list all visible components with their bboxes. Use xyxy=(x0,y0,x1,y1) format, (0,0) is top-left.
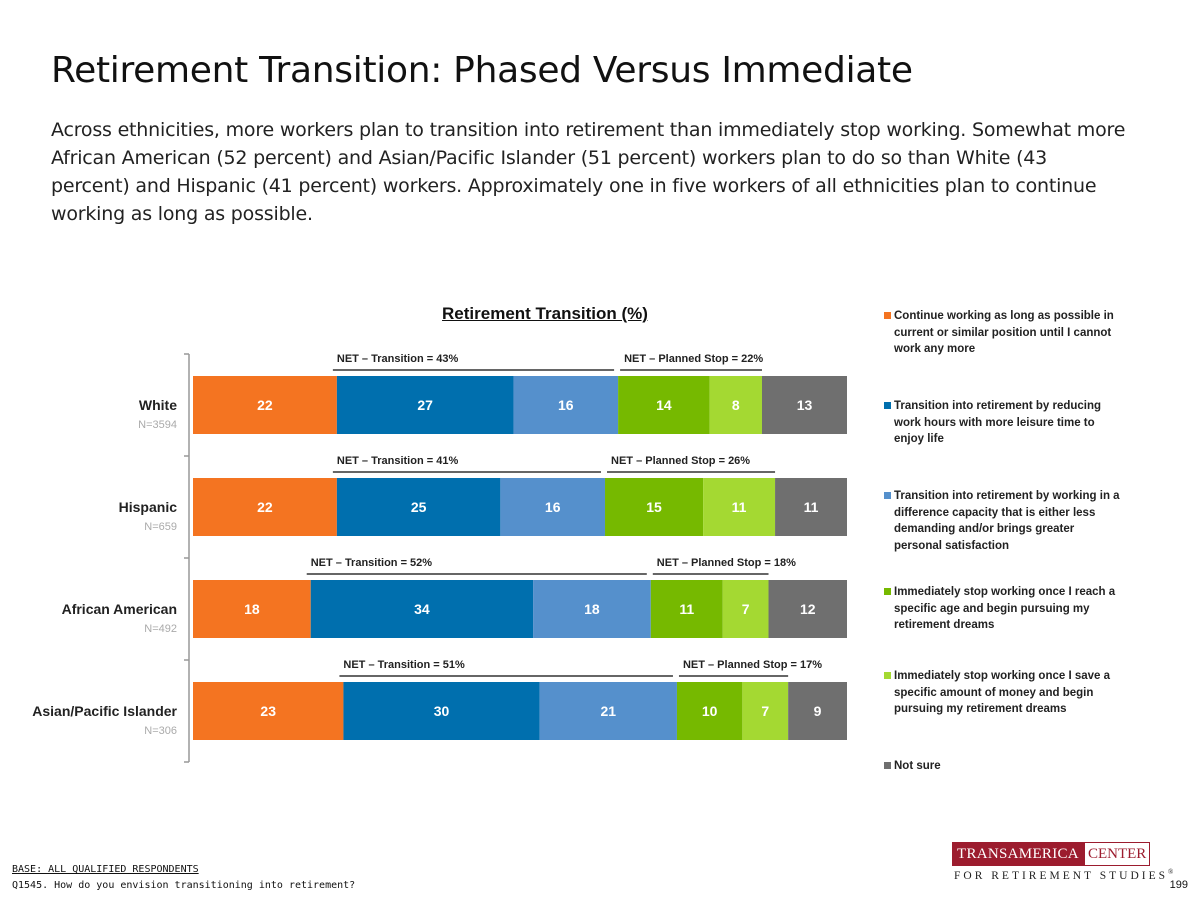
bar-segment xyxy=(761,376,847,434)
data-label: 7 xyxy=(761,703,769,719)
legend-item-1: Continue working as long as possible in … xyxy=(884,308,1124,358)
legend-swatch xyxy=(884,312,891,319)
legend-item-5: Immediately stop working once I save a s… xyxy=(884,668,1124,718)
bar-group-asian-pacific-islander: Asian/Pacific Islander N=306 23 30 21 10 7 9 NET… xyxy=(32,659,847,740)
bar-segment xyxy=(676,682,743,740)
net-planned-stop-label: NET – Planned Stop = 17% xyxy=(683,659,822,671)
data-label: 18 xyxy=(584,601,600,617)
bar-segment xyxy=(722,580,769,638)
bar-segment xyxy=(768,580,847,638)
bar-segment xyxy=(513,376,619,434)
sample-size-label: N=659 xyxy=(144,521,177,533)
data-label: 22 xyxy=(257,397,273,413)
data-label: 25 xyxy=(411,499,427,515)
bar-group-african-american: African American N=492 18 34 18 11 7 12 NET – Tr… xyxy=(62,557,847,638)
bar-segment xyxy=(703,478,776,536)
data-label: 11 xyxy=(679,601,694,617)
bar-segment xyxy=(193,682,344,740)
data-label: 10 xyxy=(702,703,718,719)
category-label: Hispanic xyxy=(119,499,178,515)
bar-segment xyxy=(336,478,501,536)
net-transition-label: NET – Transition = 41% xyxy=(337,455,459,467)
net-transition-label: NET – Transition = 52% xyxy=(311,557,433,569)
bar-segment xyxy=(336,376,514,434)
legend-label: Transition into retirement by working in… xyxy=(894,490,1120,552)
net-transition-label: NET – Transition = 43% xyxy=(337,353,459,365)
sample-size-label: N=306 xyxy=(144,725,177,737)
category-label: White xyxy=(139,397,177,413)
stacked-bar-chart: White N=3594 22 27 16 14 8 13 NET – Transition =… xyxy=(32,353,847,763)
data-label: 12 xyxy=(800,601,816,617)
legend-item-3: Transition into retirement by working in… xyxy=(884,488,1124,554)
bar-segment xyxy=(193,478,337,536)
bar-segment xyxy=(193,376,337,434)
net-planned-stop-label: NET – Planned Stop = 22% xyxy=(624,353,763,365)
data-label: 18 xyxy=(244,601,260,617)
logo-bottom-text: FOR RETIREMENT STUDIES® xyxy=(952,868,1173,882)
page-subtitle: Across ethnicities, more workers plan to… xyxy=(51,119,1126,225)
page-number: 199 xyxy=(1169,879,1188,891)
category-label: Asian/Pacific Islander xyxy=(32,703,177,719)
data-label: 9 xyxy=(814,703,822,719)
bar-segment xyxy=(709,376,762,434)
bar-segment xyxy=(500,478,606,536)
logo-registered-mark: ® xyxy=(1168,868,1174,876)
sample-size-label: N=492 xyxy=(144,623,177,635)
legend-swatch xyxy=(884,588,891,595)
bar-segment xyxy=(533,580,651,638)
legend-item-4: Immediately stop working once I reach a … xyxy=(884,584,1124,634)
bar-segment xyxy=(650,580,723,638)
data-label: 23 xyxy=(260,703,276,719)
tcrs-logo: TRANSAMERICA CENTER FOR RETIREMENT STUDI… xyxy=(952,842,1173,882)
legend-label: Not sure xyxy=(894,760,941,772)
legend-swatch xyxy=(884,402,891,409)
bar-segment xyxy=(193,580,311,638)
bar-segment xyxy=(310,580,534,638)
data-label: 11 xyxy=(804,499,819,515)
base-note: BASE: ALL QUALIFIED RESPONDENTS xyxy=(12,864,199,875)
bar-segment xyxy=(775,478,847,536)
data-label: 14 xyxy=(656,397,672,413)
net-planned-stop-label: NET – Planned Stop = 26% xyxy=(611,455,750,467)
legend-label: Continue working as long as possible in … xyxy=(894,310,1114,355)
bar-segment xyxy=(742,682,789,740)
net-transition-label: NET – Transition = 51% xyxy=(343,659,465,671)
legend-label: Immediately stop working once I reach a … xyxy=(894,586,1116,631)
data-label: 8 xyxy=(732,397,740,413)
logo-left-text: TRANSAMERICA xyxy=(952,842,1084,866)
logo-tagline: FOR RETIREMENT STUDIES xyxy=(954,869,1169,882)
data-label: 16 xyxy=(558,397,574,413)
data-label: 16 xyxy=(545,499,561,515)
legend-item-2: Transition into retirement by reducing w… xyxy=(884,398,1124,448)
legend-swatch xyxy=(884,762,891,769)
bar-segment xyxy=(788,682,847,740)
data-label: 22 xyxy=(257,499,273,515)
bar-segment xyxy=(605,478,704,536)
bar-group-white: White N=3594 22 27 16 14 8 13 NET – Transition =… xyxy=(138,353,847,434)
logo-right-text: CENTER xyxy=(1083,842,1151,866)
bar-group-hispanic: Hispanic N=659 22 25 16 15 11 11 NET – Transitio… xyxy=(119,455,847,536)
data-label: 7 xyxy=(742,601,750,617)
data-label: 27 xyxy=(417,397,433,413)
sample-size-label: N=3594 xyxy=(138,419,177,431)
page-title: Retirement Transition: Phased Versus Imm… xyxy=(51,50,913,91)
legend-item-6: Not sure xyxy=(884,758,1124,775)
data-label: 13 xyxy=(797,397,813,413)
bar-segment xyxy=(618,376,710,434)
question-note: Q1545. How do you envision transitioning… xyxy=(12,880,356,891)
legend-label: Transition into retirement by reducing w… xyxy=(894,400,1102,445)
bar-segment xyxy=(343,682,540,740)
data-label: 34 xyxy=(414,601,430,617)
net-planned-stop-label: NET – Planned Stop = 18% xyxy=(657,557,796,569)
data-label: 11 xyxy=(732,499,747,515)
data-label: 30 xyxy=(434,703,450,719)
chart-title: Retirement Transition (%) xyxy=(442,304,648,323)
bar-segment xyxy=(539,682,677,740)
data-label: 15 xyxy=(646,499,662,515)
category-label: African American xyxy=(62,601,177,617)
legend-swatch xyxy=(884,492,891,499)
data-label: 21 xyxy=(601,703,617,719)
legend-label: Immediately stop working once I save a s… xyxy=(894,670,1111,715)
legend-swatch xyxy=(884,672,891,679)
